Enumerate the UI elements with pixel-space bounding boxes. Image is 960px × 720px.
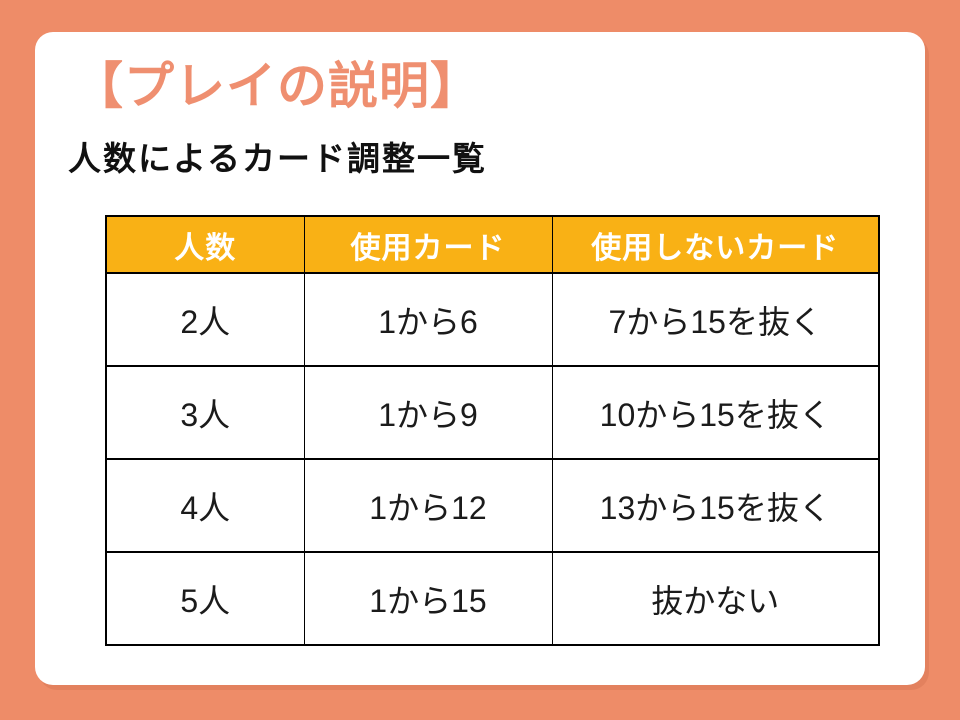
cell-used-cards: 1から12 (303, 458, 553, 553)
slide-subtitle: 人数によるカード調整一覧 (68, 140, 488, 177)
header-cell-used-cards: 使用カード (303, 215, 553, 274)
cell-unused-cards: 抜かない (551, 551, 880, 646)
cell-players: 5人 (105, 551, 305, 646)
cell-unused-cards: 10から15を抜く (551, 365, 880, 460)
slide-title: 【プレイの説明】 (73, 58, 481, 114)
cell-players: 2人 (105, 272, 305, 367)
content-card: 【プレイの説明】 人数によるカード調整一覧 人数 使用カード 使用しないカード … (35, 32, 925, 685)
header-cell-unused-cards: 使用しないカード (551, 215, 880, 274)
cell-used-cards: 1から9 (303, 365, 553, 460)
header-cell-players: 人数 (105, 215, 305, 274)
table-row: 2人 1から6 7から15を抜く (105, 272, 880, 367)
cell-unused-cards: 13から15を抜く (551, 458, 880, 553)
table-header-row: 人数 使用カード 使用しないカード (105, 215, 880, 274)
cell-used-cards: 1から15 (303, 551, 553, 646)
table-row: 5人 1から15 抜かない (105, 551, 880, 646)
table-row: 4人 1から12 13から15を抜く (105, 458, 880, 553)
cell-players: 4人 (105, 458, 305, 553)
table-row: 3人 1から9 10から15を抜く (105, 365, 880, 460)
card-adjustment-table: 人数 使用カード 使用しないカード 2人 1から6 7から15を抜く 3人 1か… (105, 215, 880, 646)
cell-used-cards: 1から6 (303, 272, 553, 367)
cell-players: 3人 (105, 365, 305, 460)
cell-unused-cards: 7から15を抜く (551, 272, 880, 367)
